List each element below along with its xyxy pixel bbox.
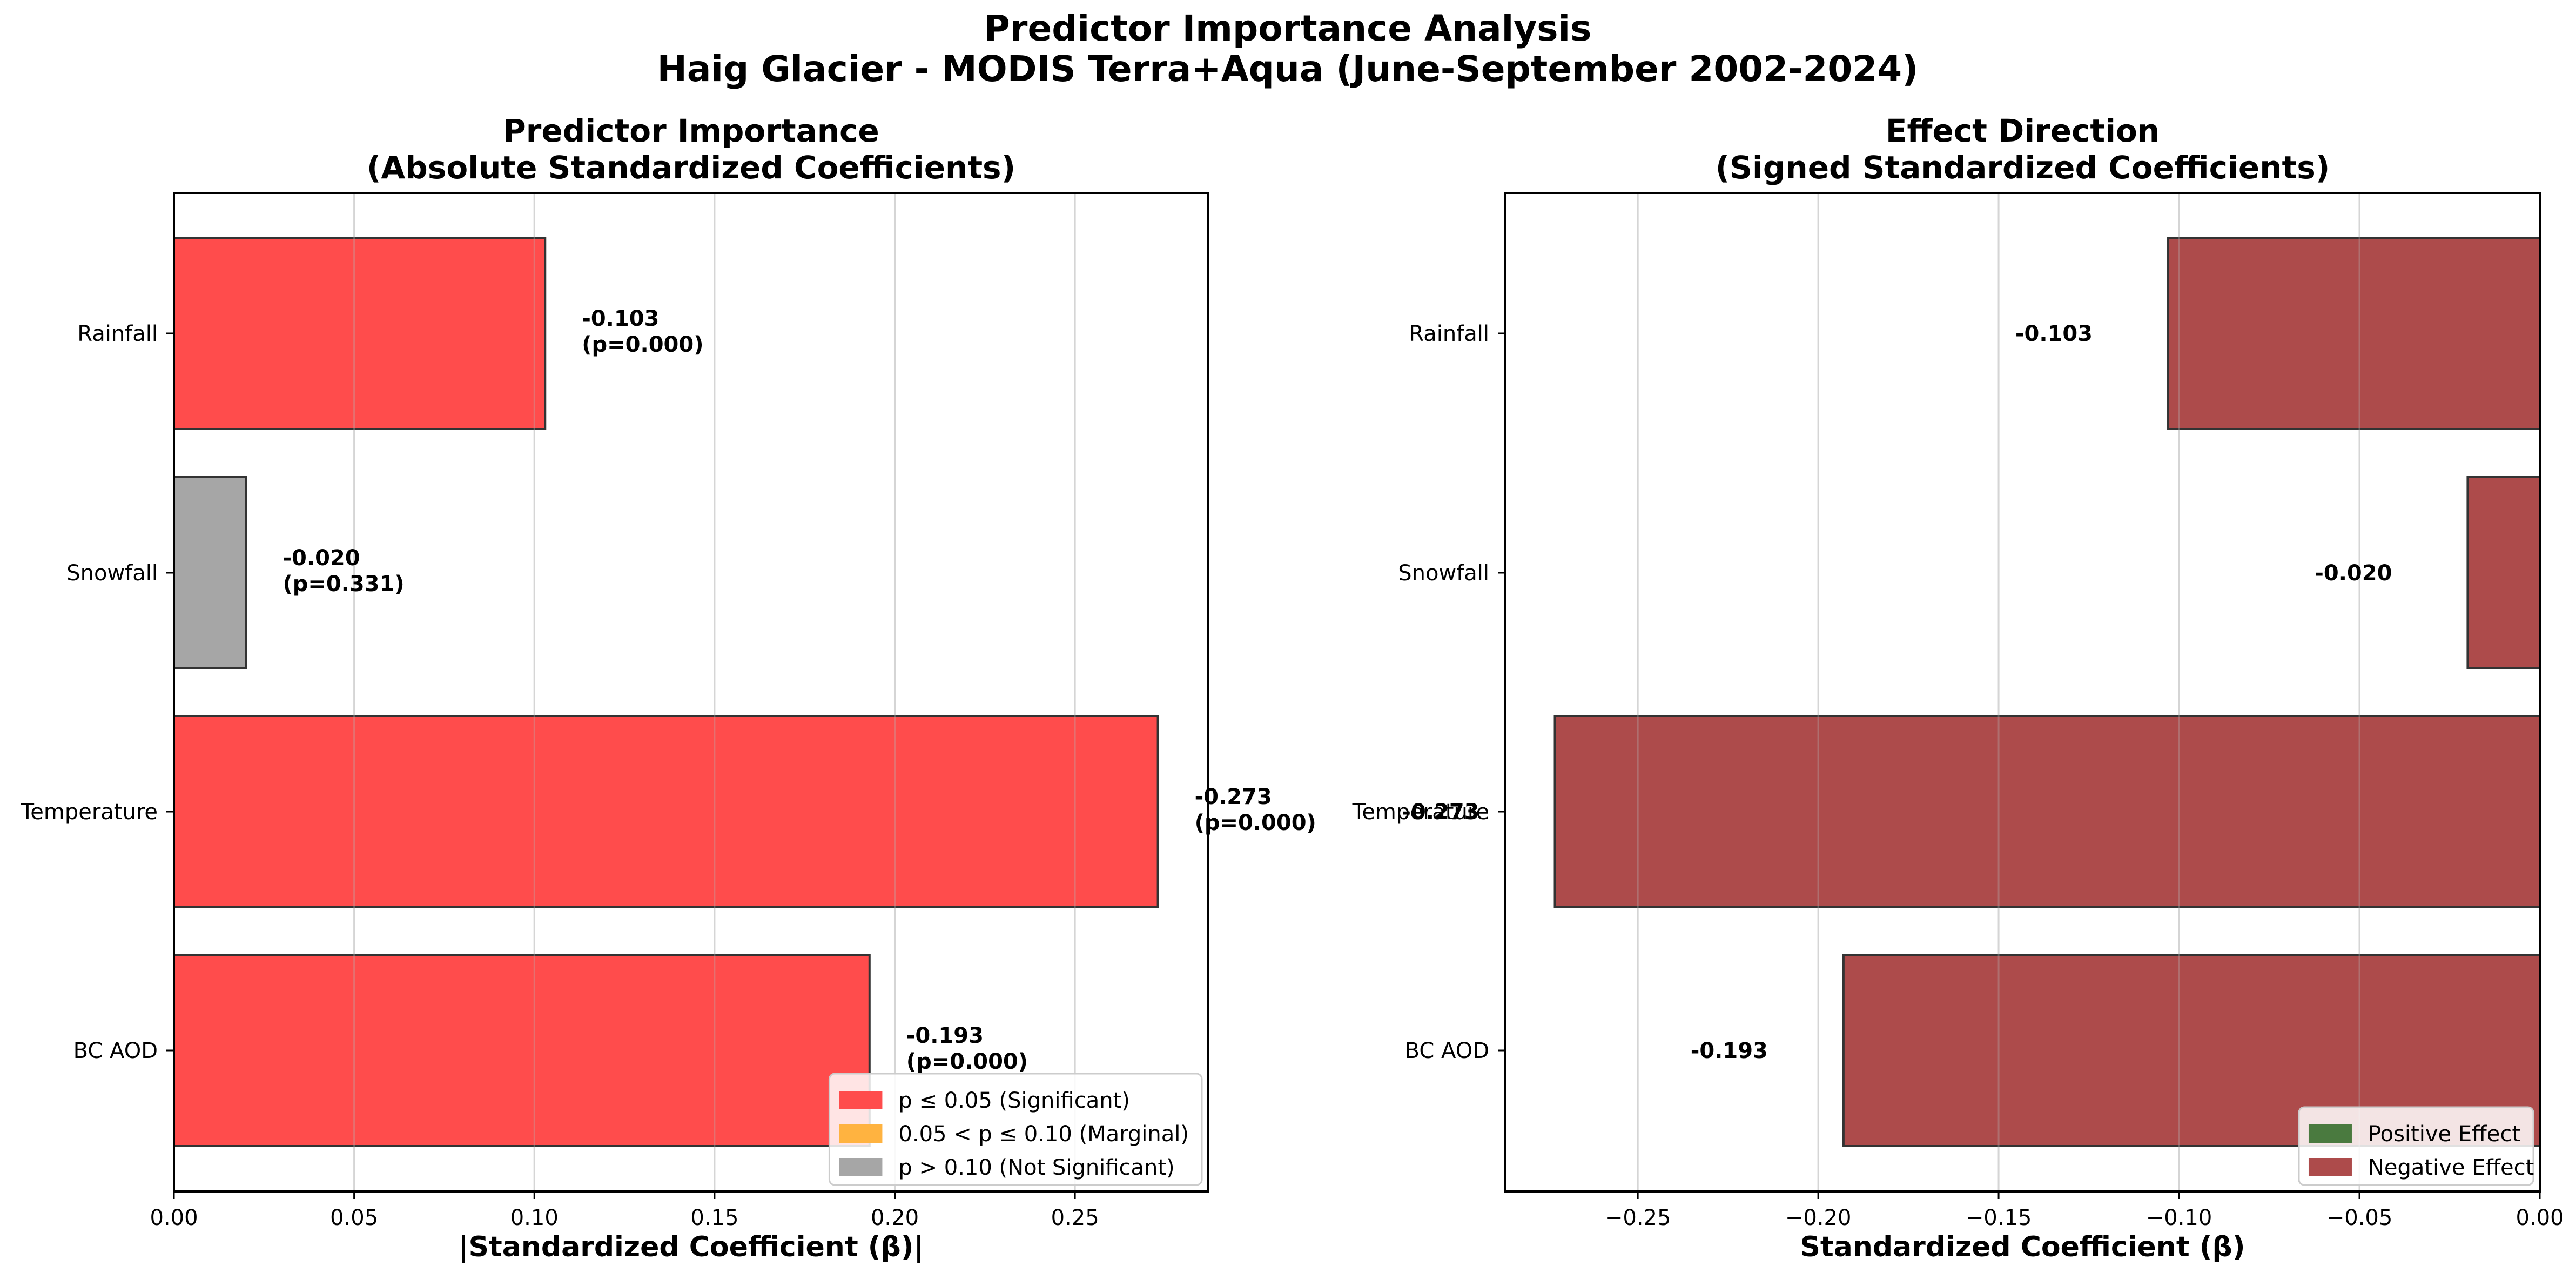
bar-snowfall xyxy=(2466,476,2541,669)
legend: p ≤ 0.05 (Significant) 0.05 < p ≤ 0.10 (M… xyxy=(828,1073,1203,1186)
value-label: -0.273 xyxy=(1402,800,1479,825)
legend: Positive Effect Negative Effect xyxy=(2298,1106,2534,1186)
value-label: -0.103 xyxy=(2015,322,2093,346)
importance-panel: Predictor Importance(Absolute Standardiz… xyxy=(21,112,1316,1263)
x-axis-label: |Standardized Coefficient (β)| xyxy=(458,1231,924,1263)
legend-swatch xyxy=(839,1091,883,1109)
value-label-p: (p=0.000) xyxy=(1195,811,1316,835)
legend-label: p > 0.10 (Not Significant) xyxy=(898,1155,1174,1180)
x-axis-label: Standardized Coefficient (β) xyxy=(1800,1231,2245,1263)
legend-box xyxy=(2298,1106,2534,1186)
panel-title: Predictor Importance xyxy=(503,112,879,149)
x-tick-label: 0.15 xyxy=(690,1206,738,1230)
panel-title: Effect Direction xyxy=(1886,112,2160,149)
y-tick-label: Rainfall xyxy=(1409,322,1489,346)
bar-temperature xyxy=(1553,715,2541,908)
x-tick-label: 0.20 xyxy=(871,1206,919,1230)
bar-rainfall xyxy=(173,237,547,430)
value-label: -0.020 xyxy=(283,546,360,571)
value-label-p: (p=0.000) xyxy=(582,332,703,357)
figure-title: Predictor Importance Analysis xyxy=(984,8,1592,49)
axes-frame xyxy=(1504,192,2541,1193)
value-label: -0.103 xyxy=(582,306,659,331)
y-tick-label: Temperature xyxy=(1352,800,1489,825)
x-tick-label: 0.00 xyxy=(2516,1206,2564,1230)
legend-swatch xyxy=(2308,1158,2352,1176)
value-label: -0.020 xyxy=(2315,561,2392,586)
value-label: -0.193 xyxy=(906,1023,984,1048)
x-tick-label: −0.20 xyxy=(1785,1206,1852,1230)
legend-label: Positive Effect xyxy=(2368,1122,2520,1147)
x-tick-label: 0.10 xyxy=(510,1206,559,1230)
x-tick-label: 0.25 xyxy=(1051,1206,1099,1230)
y-tick-label: Rainfall xyxy=(77,322,158,346)
legend-swatch xyxy=(839,1124,883,1143)
x-tick-label: −0.15 xyxy=(1966,1206,2032,1230)
legend-swatch xyxy=(2308,1124,2352,1143)
value-label-p: (p=0.000) xyxy=(906,1049,1028,1074)
legend-label: p ≤ 0.05 (Significant) xyxy=(898,1088,1129,1113)
bar-snowfall xyxy=(173,476,247,669)
legend-label: Negative Effect xyxy=(2368,1155,2534,1180)
y-tick-label: BC AOD xyxy=(73,1039,158,1063)
bar-temperature xyxy=(173,715,1159,908)
panel-subtitle: (Absolute Standardized Coefficients) xyxy=(367,149,1015,186)
legend-swatch xyxy=(839,1158,883,1176)
y-tick-label: Temperature xyxy=(21,800,158,825)
value-label: -0.193 xyxy=(1691,1039,1768,1063)
bar-bc-aod xyxy=(173,954,871,1147)
x-tick-label: 0.05 xyxy=(330,1206,378,1230)
bar-rainfall xyxy=(2167,237,2541,430)
direction-panel: Effect Direction(Signed Standardized Coe… xyxy=(1352,112,2564,1263)
figure-subtitle: Haig Glacier - MODIS Terra+Aqua (June-Se… xyxy=(657,48,1919,90)
value-label: -0.273 xyxy=(1195,785,1272,809)
value-label-p: (p=0.331) xyxy=(283,572,404,597)
y-tick-label: Snowfall xyxy=(1398,561,1489,586)
panel-subtitle: (Signed Standardized Coefficients) xyxy=(1716,149,2330,186)
axes-frame xyxy=(173,192,1209,1193)
x-tick-label: −0.10 xyxy=(2146,1206,2212,1230)
x-tick-label: 0.00 xyxy=(150,1206,198,1230)
y-tick-label: Snowfall xyxy=(66,561,158,586)
x-tick-label: −0.25 xyxy=(1605,1206,1671,1230)
legend-box xyxy=(828,1073,1203,1186)
x-tick-label: −0.05 xyxy=(2326,1206,2393,1230)
y-tick-label: BC AOD xyxy=(1405,1039,1489,1063)
legend-label: 0.05 < p ≤ 0.10 (Marginal) xyxy=(898,1122,1189,1147)
